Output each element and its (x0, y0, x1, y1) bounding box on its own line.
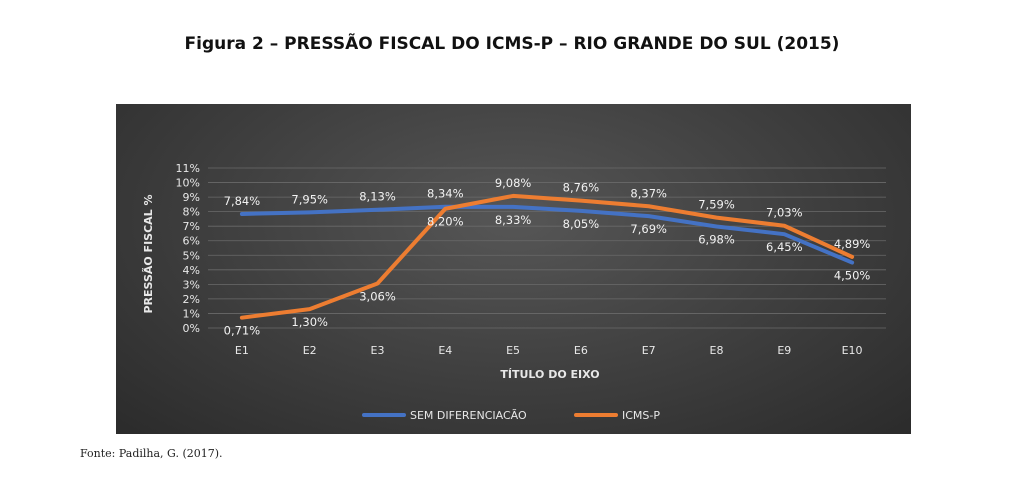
y-tick-label: 1% (183, 307, 200, 320)
data-label: 6,45% (766, 240, 803, 254)
data-label: 8,13% (359, 190, 396, 204)
figure-title: Figura 2 – PRESSÃO FISCAL DO ICMS-P – RI… (184, 34, 840, 54)
y-axis-title: PRESSÃO FISCAL % (142, 194, 155, 313)
series-lines (239, 193, 855, 320)
data-label: 8,20% (427, 215, 464, 229)
x-tick-label: E9 (777, 344, 791, 357)
x-tick-label: E8 (710, 344, 724, 357)
data-label: 9,08% (495, 176, 532, 190)
data-label: 7,95% (291, 192, 328, 206)
y-tick-label: 5% (183, 249, 200, 262)
y-axis-ticks: 0% 1%2% 3%4% 5%6% 7%8% 9%10% 11% (176, 162, 200, 335)
legend-label: ICMS-P (622, 409, 660, 422)
y-tick-label: 2% (183, 293, 200, 306)
x-tick-label: E4 (438, 344, 452, 357)
data-labels: 7,84% 7,95% 8,13% 8,34% 8,33% 8,05% 7,69% 6,98%… (224, 176, 871, 338)
y-tick-label: 7% (183, 220, 200, 233)
y-tick-label: 6% (183, 235, 200, 248)
y-tick-label: 9% (183, 191, 200, 204)
x-axis-title: TÍTULO DO EIXO (500, 368, 599, 381)
y-tick-label: 11% (176, 162, 200, 175)
x-tick-label: E6 (574, 344, 588, 357)
data-label: 7,84% (224, 194, 261, 208)
x-tick-label: E10 (842, 344, 863, 357)
x-tick-label: E5 (506, 344, 520, 357)
data-label: 7,69% (630, 222, 667, 236)
data-label: 7,59% (698, 198, 735, 212)
x-tick-label: E7 (642, 344, 656, 357)
y-tick-label: 0% (183, 322, 200, 335)
data-label: 1,30% (291, 315, 328, 329)
legend-label: SEM DIFERENCIACÃO (410, 409, 527, 422)
y-tick-label: 4% (183, 264, 200, 277)
series-line-icms-p (239, 193, 855, 320)
x-tick-label: E2 (303, 344, 317, 357)
data-label: 8,37% (630, 186, 667, 200)
legend: SEM DIFERENCIACÃO ICMS-P (362, 409, 660, 422)
x-axis-ticks: E1 E2 E3 E4 E5 E6 E7 E8 E9 E10 (235, 344, 863, 357)
data-label: 8,34% (427, 187, 464, 201)
y-tick-label: 8% (183, 206, 200, 219)
y-tick-label: 3% (183, 278, 200, 291)
y-tick-label: 10% (176, 177, 200, 190)
data-label: 8,05% (563, 217, 600, 231)
data-label: 4,89% (834, 237, 871, 251)
data-label: 8,76% (563, 181, 600, 195)
chart-panel: 0% 1% 2% 3% 4% 5% 6% 7% 8% 9% 10% 11% E1 E2 E3 E4 E5 E6 E… (116, 104, 911, 434)
x-tick-label: E3 (371, 344, 385, 357)
series-line-sem-diferenciacao (239, 204, 855, 265)
line-chart: 0%1%2%3%4%5%6%7%8%9%10%11% E1 E2 E3 E4 E5 E6 E… (142, 162, 886, 422)
data-label: 4,50% (834, 269, 871, 283)
data-label: 3,06% (359, 289, 396, 303)
data-label: 8,33% (495, 213, 532, 227)
data-label: 7,03% (766, 206, 803, 220)
figure-source: Fonte: Padilha, G. (2017). (80, 447, 223, 460)
data-label: 6,98% (698, 232, 735, 246)
x-tick-label: E1 (235, 344, 249, 357)
data-label: 0,71% (224, 324, 261, 338)
gridlines (208, 167, 886, 329)
